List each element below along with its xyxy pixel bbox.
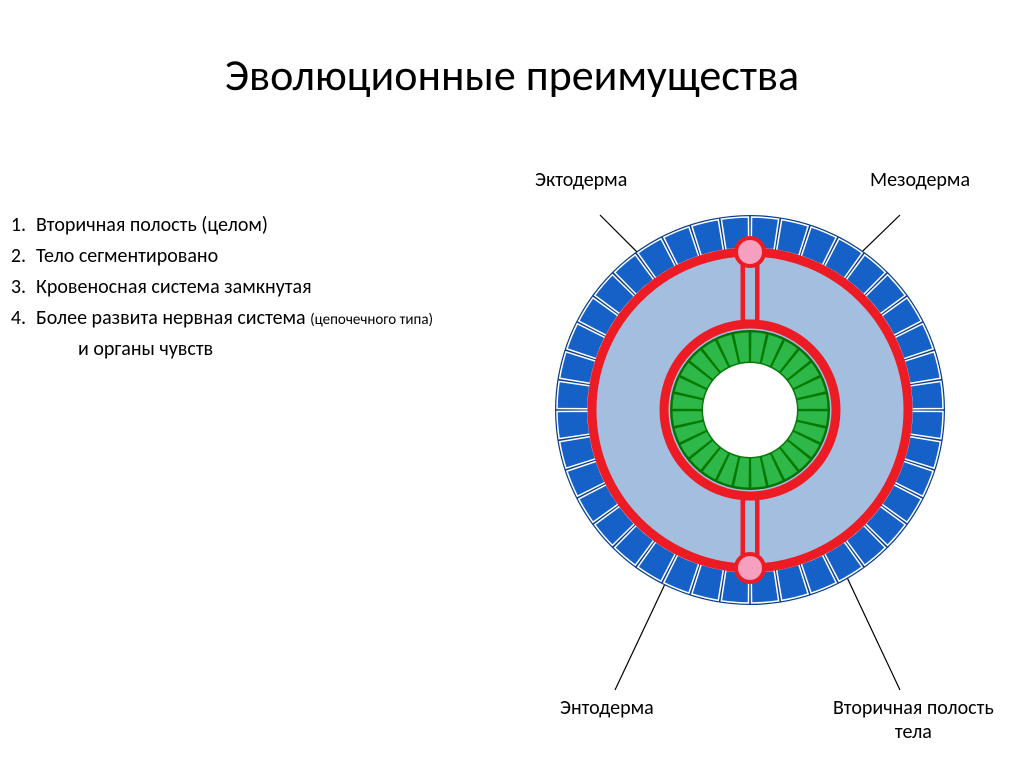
list-item: 1. Вторичная полость (целом): [0, 210, 433, 241]
list-continuation: и органы чувств: [0, 334, 433, 365]
list-text: Более развита нервная система (цепочечно…: [36, 303, 433, 334]
list-item: 4. Более развита нервная система (цепоче…: [0, 303, 433, 334]
list-text: Вторичная полость (целом): [36, 210, 268, 241]
list-number: 1.: [0, 210, 36, 241]
list-number: 2.: [0, 241, 36, 272]
list-text: Тело сегментировано: [36, 241, 218, 272]
list-number: 3.: [0, 272, 36, 303]
list-item: 2. Тело сегментировано: [0, 241, 433, 272]
cross-section-svg: [550, 210, 950, 610]
page-title: Эволюционные преимущества: [0, 0, 1024, 102]
list-item: 3. Кровеносная система замкнутая: [0, 272, 433, 303]
list-number: 4.: [0, 303, 36, 334]
cross-section-diagram: Эктодерма Мезодерма Энтодерма Вторичная …: [495, 150, 1005, 730]
list-text: Кровеносная система замкнутая: [36, 272, 312, 303]
advantages-list: 1. Вторичная полость (целом) 2. Тело сег…: [0, 210, 433, 365]
